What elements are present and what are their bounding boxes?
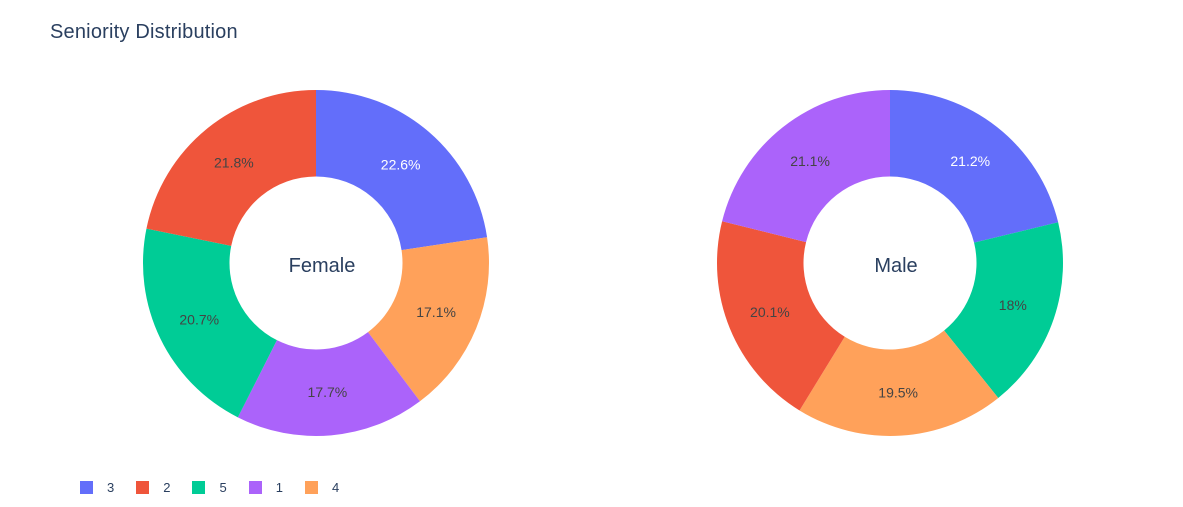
- legend-swatch-3: [80, 480, 93, 494]
- legend-label-3: 3: [107, 479, 115, 495]
- donut-center-label-female: Female: [289, 255, 356, 277]
- donut-slice-female-2[interactable]: [146, 90, 316, 246]
- slice-label-female-5: 20.7%: [179, 312, 219, 328]
- slice-label-male-5: 18%: [999, 297, 1027, 313]
- legend-item-5[interactable]: 5: [192, 479, 227, 495]
- donut-male: 21.2% 18% 19.5% 20.1% 21.1% Male: [717, 90, 1063, 436]
- donut-slice-female-1[interactable]: [237, 332, 420, 436]
- legend-label-1: 1: [275, 479, 283, 495]
- slice-label-female-4: 17.1%: [416, 304, 456, 320]
- legend-label-4: 4: [331, 479, 340, 495]
- chart-title: Seniority Distribution: [50, 21, 238, 43]
- legend-swatch-5: [192, 480, 206, 494]
- donut-slice-male-4[interactable]: [799, 330, 999, 436]
- legend-item-1[interactable]: 1: [248, 479, 283, 495]
- slice-label-male-1: 21.1%: [790, 153, 830, 169]
- legend-swatch-4: [304, 480, 318, 494]
- slice-label-female-3: 22.6%: [381, 157, 421, 173]
- donut-center-label-male: Male: [874, 255, 917, 277]
- donut-slice-male-1[interactable]: [722, 90, 890, 243]
- legend: 3 2 5 1 4: [80, 479, 361, 495]
- donut-female: 22.6% 17.1% 17.7% 20.7% 21.8% Female: [143, 90, 489, 436]
- legend-item-2[interactable]: 2: [136, 480, 170, 495]
- slice-label-female-2: 21.8%: [214, 155, 254, 171]
- slice-label-male-4: 19.5%: [878, 384, 918, 400]
- legend-swatch-1: [248, 480, 262, 494]
- donut-slice-female-3[interactable]: [316, 90, 488, 251]
- legend-label-5: 5: [219, 479, 227, 495]
- slice-label-male-2: 20.1%: [750, 304, 790, 320]
- donut-slice-male-2[interactable]: [717, 221, 845, 411]
- legend-item-3[interactable]: 3: [80, 480, 114, 495]
- donut-slice-female-5[interactable]: [143, 228, 277, 418]
- donut-slice-male-5[interactable]: [944, 222, 1063, 398]
- donut-slice-male-3[interactable]: [890, 90, 1059, 243]
- legend-item-4[interactable]: 4: [304, 479, 340, 495]
- slice-label-female-1: 17.7%: [308, 384, 348, 400]
- legend-label-2: 2: [163, 479, 171, 495]
- slice-label-male-3: 21.2%: [950, 153, 990, 169]
- legend-swatch-2: [136, 480, 150, 494]
- donut-slice-female-4[interactable]: [367, 237, 489, 402]
